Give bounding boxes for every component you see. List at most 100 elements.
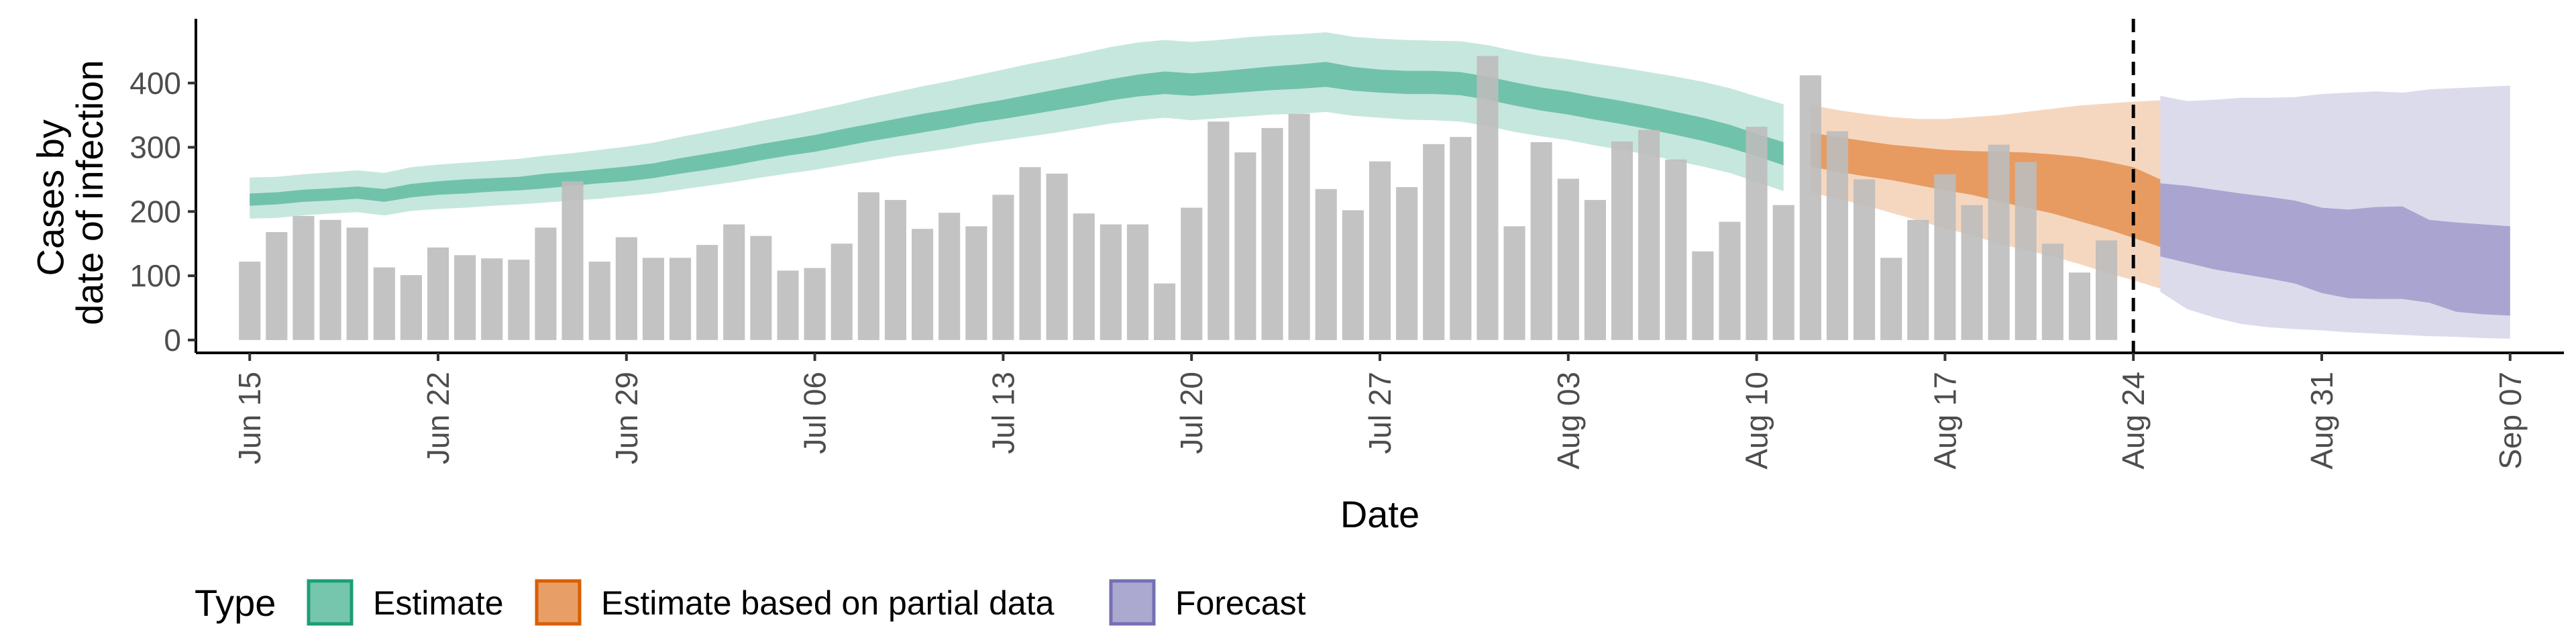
legend-items: Estimate Estimate based on partial data Fo… xyxy=(307,579,1306,626)
case-bar xyxy=(1503,226,1525,340)
x-tick-label: Aug 17 xyxy=(1927,372,1962,470)
case-bar xyxy=(2015,162,2037,340)
case-bar xyxy=(1126,224,1148,340)
case-bar xyxy=(427,247,449,340)
case-bar xyxy=(1584,200,1606,340)
case-bar xyxy=(1772,205,1794,340)
case-bar xyxy=(481,258,503,340)
case-bar xyxy=(1477,56,1499,340)
x-tick-label: Jul 06 xyxy=(798,372,833,454)
y-axis-title-line-2: date of infection xyxy=(68,60,111,325)
case-bar xyxy=(938,213,961,340)
case-bar xyxy=(1073,213,1095,340)
case-bar xyxy=(1369,161,1391,340)
case-bar xyxy=(669,258,692,340)
case-bar xyxy=(400,275,422,340)
x-tick-label: Jul 27 xyxy=(1362,372,1397,454)
case-bar xyxy=(1880,258,1902,340)
case-bar xyxy=(1046,173,1068,340)
y-ticks: 0 100 200 300 400 xyxy=(129,66,196,358)
y-tick-label: 200 xyxy=(129,194,181,229)
case-bar xyxy=(965,226,987,340)
case-bar xyxy=(1719,221,1741,340)
x-tick-label: Aug 31 xyxy=(2304,372,2339,470)
case-bar xyxy=(1288,113,1310,340)
case-bar xyxy=(535,227,557,340)
case-bar xyxy=(1450,137,1472,340)
x-tick-label: Jun 29 xyxy=(609,372,644,464)
estimate-based-on-partial-data-50-interval-band xyxy=(1810,132,2161,247)
case-bar xyxy=(2096,240,2118,340)
case-bar xyxy=(696,245,718,340)
estimate-50-interval-band xyxy=(250,62,1784,206)
ribbon-layer xyxy=(250,32,2510,339)
case-bar xyxy=(1746,126,1768,340)
case-bar xyxy=(830,244,853,340)
case-bar xyxy=(2041,244,2063,340)
case-bar xyxy=(1099,224,1122,340)
x-tick-label: Aug 03 xyxy=(1551,372,1586,470)
case-bar xyxy=(992,195,1014,340)
case-bar xyxy=(1557,178,1579,340)
case-bar xyxy=(319,219,341,340)
y-tick-label: 400 xyxy=(129,66,181,101)
y-tick-label: 100 xyxy=(129,258,181,293)
legend-title: Type xyxy=(195,582,276,624)
x-ticks: Jun 15 Jun 22 Jun 29 Jul 06 Jul 13 Jul 20 Jul … xyxy=(232,353,2528,470)
y-tick-label: 300 xyxy=(129,130,181,165)
case-bar xyxy=(615,237,637,340)
estimate-legend-label: Estimate xyxy=(373,584,504,622)
bar-layer xyxy=(239,56,2118,340)
case-bar xyxy=(1019,167,1041,340)
case-bar xyxy=(1315,189,1337,340)
case-bar xyxy=(1934,174,1956,340)
x-tick-label: Sep 07 xyxy=(2493,372,2528,470)
case-bar xyxy=(1396,186,1418,340)
case-bar xyxy=(1154,283,1176,340)
case-bar xyxy=(1907,219,1929,340)
case-bar xyxy=(777,270,799,340)
case-bar xyxy=(912,229,934,340)
y-axis-title: Cases by date of infection xyxy=(29,60,111,325)
case-bar xyxy=(1530,142,1552,340)
case-bar xyxy=(588,262,610,340)
case-bar xyxy=(508,260,530,340)
x-tick-label: Jun 15 xyxy=(232,372,267,464)
case-bar xyxy=(561,181,584,340)
case-bar xyxy=(642,258,664,340)
case-bar xyxy=(804,268,826,340)
forecast-legend-label: Forecast xyxy=(1175,584,1306,622)
case-bar xyxy=(266,232,288,340)
case-bar xyxy=(1988,144,2010,340)
case-bar xyxy=(1799,75,1821,340)
case-bar xyxy=(239,262,261,340)
case-bar xyxy=(2068,272,2090,340)
legend: Type Estimate Estimate based on partial d… xyxy=(195,579,1306,626)
estimate-legend-key xyxy=(307,579,354,626)
case-bar xyxy=(292,216,315,340)
x-axis-title: Date xyxy=(1340,493,1419,535)
case-bar xyxy=(750,235,772,340)
case-bar xyxy=(1692,251,1714,340)
forecast-50-interval-band xyxy=(2160,183,2510,316)
case-bar xyxy=(1665,159,1687,340)
case-bar xyxy=(346,227,368,340)
case-bar xyxy=(1342,210,1364,340)
x-tick-label: Jul 13 xyxy=(985,372,1020,454)
case-bar xyxy=(723,224,745,340)
case-bar xyxy=(454,255,476,340)
estimate-based-on-partial-data-legend-key xyxy=(535,579,582,626)
case-bar xyxy=(1638,129,1660,340)
case-bar xyxy=(1261,127,1283,340)
y-tick-label: 0 xyxy=(164,323,181,358)
case-bar xyxy=(1181,207,1203,340)
estimate-based-on-partial-data-legend-label: Estimate based on partial data xyxy=(601,584,1055,622)
x-tick-label: Aug 10 xyxy=(1739,372,1774,470)
case-bar xyxy=(1826,131,1848,340)
case-bar xyxy=(857,192,879,340)
case-bar xyxy=(1208,121,1230,340)
case-bar xyxy=(1854,179,1876,340)
x-tick-label: Jul 20 xyxy=(1174,372,1209,454)
